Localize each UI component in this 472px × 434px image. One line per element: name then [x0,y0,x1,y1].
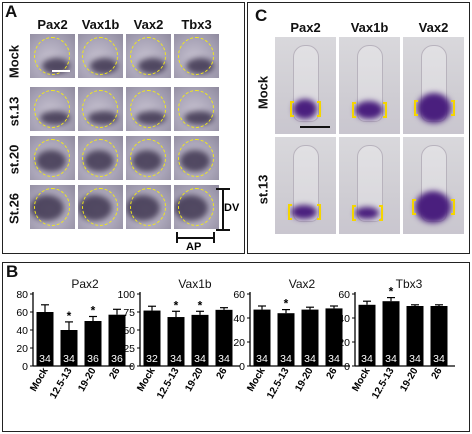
ap-arrow-left-cap [176,232,178,243]
ap-arrow-right-cap [213,232,215,243]
dv-arrow [222,188,224,230]
panel-a-tile [78,185,123,229]
eye-outline-ellipse [130,90,166,128]
region-bracket-left [414,100,418,116]
panel-c-letter: C [255,6,268,25]
region-bracket-left [352,102,356,118]
expression-stain [355,207,379,219]
region-bracket-right [451,199,455,215]
panel-c-section [275,37,336,134]
dv-arrow-bottom-cap [216,229,230,231]
panel-c-row-mock: Mock [255,75,271,110]
expression-stain [417,93,451,123]
eye-outline-ellipse [130,139,166,177]
ap-arrow [176,237,214,239]
panel-a-tile [30,136,75,180]
panel-a-tile [174,185,219,229]
region-bracket-left [412,199,416,215]
panel-a-frame [2,2,245,254]
chart-title-tbx3: Tbx3 [395,277,423,291]
eye-outline-ellipse [178,188,214,226]
eye-outline-ellipse [82,188,118,226]
panel-a-tile [126,136,171,180]
panel-a-tile [126,185,171,229]
panel-a-tile [174,34,219,78]
panel-a-col-pax2: Pax2 [37,17,68,32]
expression-stain [355,101,383,119]
panel-a-tile [30,87,75,131]
panel-a-tile [30,185,75,229]
panel-c-section [403,37,464,134]
region-bracket-left [288,204,292,220]
region-bracket-right [379,205,383,221]
panel-a-tile [174,87,219,131]
panel-c-col-pax2: Pax2 [290,20,321,35]
panel-a-row-st13: st.13 [6,96,22,127]
panel-c-section [339,37,400,134]
expression-stain [415,191,451,223]
region-bracket-right [317,101,321,117]
panel-c-scale-bar [300,126,330,128]
panel-a-row-st26: St.26 [6,192,22,225]
region-bracket-right [451,100,455,116]
panel-c-col-vax2: Vax2 [418,20,449,35]
eye-outline-ellipse [178,139,214,177]
eye-outline-ellipse [82,90,118,128]
panel-c-row-st13: st.13 [255,174,271,205]
panel-c-section [275,137,336,234]
chart-title-vax1b: Vax1b [178,277,212,291]
panel-b-frame [2,262,470,432]
panel-a-col-vax1b: Vax1b [81,17,120,32]
region-bracket-left [352,205,356,221]
panel-a-tile [126,34,171,78]
panel-a-tile [78,34,123,78]
panel-c-col-vax1b: Vax1b [350,20,389,35]
eye-outline-ellipse [130,188,166,226]
chart-title-vax2: Vax2 [288,277,316,291]
eye-outline-ellipse [34,90,70,128]
panel-c-section [339,137,400,234]
dv-arrow-top-cap [216,188,230,190]
panel-a-tile [78,87,123,131]
panel-b-letter: B [6,262,19,281]
region-bracket-right [317,204,321,220]
eye-outline-ellipse [82,37,118,75]
expression-stain [293,99,317,119]
panel-a-letter: A [5,2,18,21]
eye-outline-ellipse [130,37,166,75]
eye-outline-ellipse [178,37,214,75]
panel-a-row-st20: st.20 [6,144,22,175]
eye-outline-ellipse [34,188,70,226]
panel-a-col-vax2: Vax2 [133,17,164,32]
panel-a-tile [174,136,219,180]
eye-outline-ellipse [82,139,118,177]
region-bracket-right [383,102,387,118]
panel-a-scale-bar [52,70,70,72]
dv-label: DV [224,202,240,214]
region-bracket-left [290,101,294,117]
panel-c-section [403,137,464,234]
panel-a-tile [78,136,123,180]
ap-label: AP [186,241,202,253]
expression-stain [291,205,317,219]
eye-outline-ellipse [34,37,70,75]
panel-a-col-tbx3: Tbx3 [181,17,212,32]
eye-outline-ellipse [178,90,214,128]
panel-a-row-mock: Mock [6,44,22,79]
panel-c-frame [247,2,470,254]
chart-title-pax2: Pax2 [71,277,99,291]
panel-a-tile [126,87,171,131]
eye-outline-ellipse [34,139,70,177]
